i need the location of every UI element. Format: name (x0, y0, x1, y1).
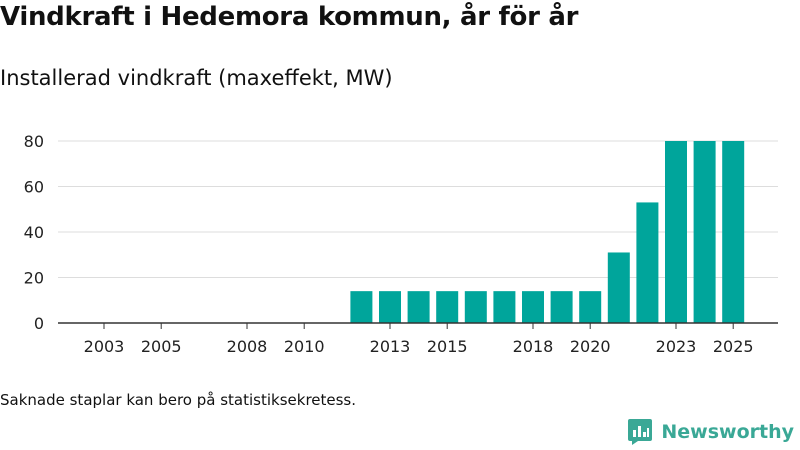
x-tick-label: 2015 (427, 337, 468, 356)
bar-2019 (550, 291, 573, 323)
bar-2023 (665, 141, 687, 323)
x-tick-label: 2023 (656, 337, 697, 356)
footnote: Saknade staplar kan bero på statistiksek… (0, 391, 357, 409)
x-tick-label: 2003 (84, 337, 125, 356)
bar-2025 (722, 141, 745, 323)
x-tick-label: 2013 (370, 337, 411, 356)
bar-2022 (636, 202, 659, 323)
bar-2016 (464, 291, 487, 323)
bar-2021 (607, 252, 630, 323)
brand-name: Newsworthy (661, 421, 794, 443)
y-tick-label: 20 (24, 269, 44, 288)
y-axis-ticks: 0 20 40 60 80 (24, 132, 44, 333)
x-axis-ticks: 2003 2005 2008 2010 2013 2015 2018 2020 2023 2025 (84, 323, 754, 356)
bar-2017 (493, 291, 516, 323)
x-tick-label: 2005 (141, 337, 182, 356)
bar-2014 (407, 291, 430, 323)
x-tick-label: 2018 (513, 337, 554, 356)
bar-2020 (579, 291, 602, 323)
bar-2024 (693, 141, 716, 323)
y-tick-label: 80 (24, 132, 44, 151)
bar-2013 (379, 291, 401, 323)
y-tick-label: 40 (24, 223, 44, 242)
y-tick-label: 0 (34, 314, 44, 333)
x-tick-label: 2010 (284, 337, 325, 356)
y-tick-label: 60 (24, 178, 44, 197)
x-tick-label: 2008 (227, 337, 268, 356)
bar-2018 (522, 291, 544, 323)
bars (350, 141, 745, 323)
bar-2015 (436, 291, 459, 323)
x-tick-label: 2025 (713, 337, 754, 356)
brand-logo[interactable]: Newsworthy (627, 418, 794, 446)
chart-subtitle: Installerad vindkraft (maxeffekt, MW) (0, 66, 393, 90)
bar-2012 (350, 291, 373, 323)
chart-title: Vindkraft i Hedemora kommun, år för år (0, 2, 579, 32)
x-tick-label: 2020 (570, 337, 611, 356)
bar-chart-speech-bubble-icon (628, 419, 653, 445)
